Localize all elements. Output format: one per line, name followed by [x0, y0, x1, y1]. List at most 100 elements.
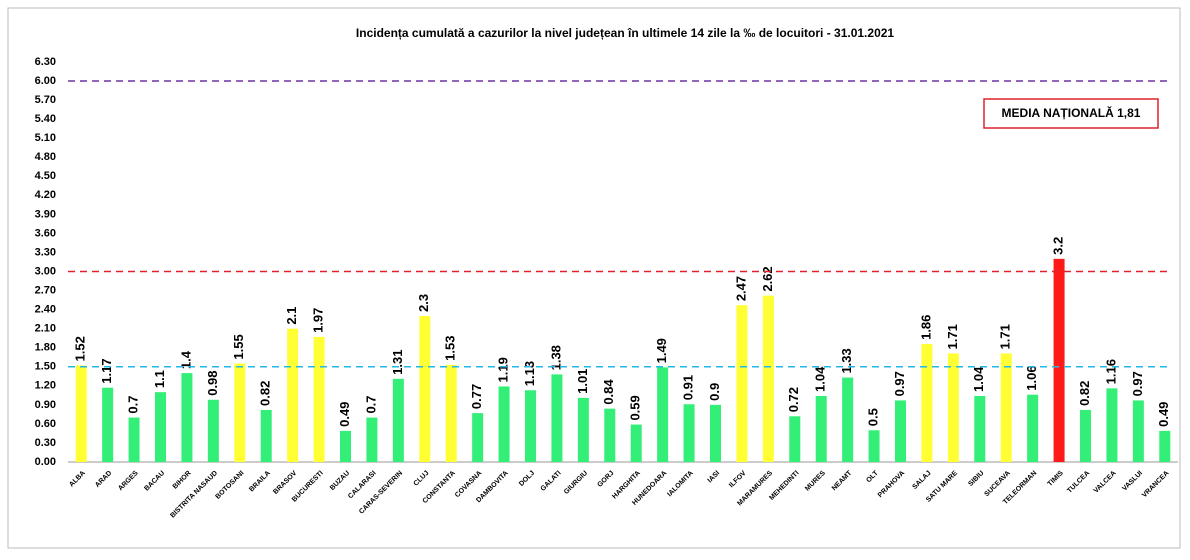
y-tick-label: 1.50: [35, 361, 56, 373]
bar: [1053, 258, 1065, 462]
bar: [472, 413, 484, 462]
bar: [128, 417, 140, 462]
bar: [577, 397, 589, 462]
value-label: 0.82: [258, 381, 273, 406]
bar: [815, 395, 827, 462]
value-label: 0.7: [363, 395, 378, 413]
annotation: MEDIA NAȚIONALĂ 1,81: [1002, 105, 1141, 120]
y-tick-label: 0.60: [35, 418, 56, 430]
bar: [1159, 430, 1171, 462]
y-tick-label: 1.20: [35, 380, 56, 392]
value-label: 1.19: [496, 357, 511, 382]
value-label: 0.98: [205, 370, 220, 395]
bar: [974, 395, 986, 462]
y-tick-label: 6.00: [35, 75, 56, 87]
bar: [736, 305, 748, 462]
y-tick-label: 5.70: [35, 94, 56, 106]
bar: [366, 417, 378, 462]
bar: [155, 392, 166, 462]
y-tick-label: 6.30: [35, 56, 56, 68]
value-label: 0.59: [628, 395, 643, 420]
chart-frame: [7, 7, 1181, 549]
value-label: 1.06: [1024, 365, 1039, 390]
value-label: 1.4: [178, 350, 193, 369]
y-tick-label: 4.20: [35, 189, 56, 201]
value-label: 1.86: [918, 315, 933, 340]
value-label: 1.13: [522, 361, 537, 386]
value-label: 1.55: [231, 334, 246, 359]
value-label: 0.9: [707, 383, 722, 401]
y-tick-label: 0.30: [35, 437, 56, 449]
value-label: 1.97: [311, 308, 326, 333]
value-label: 1.53: [443, 336, 458, 361]
bar: [895, 400, 906, 462]
value-label: 0.84: [601, 379, 616, 405]
chart-title: Incidența cumulată a cazurilor la nivel …: [356, 26, 895, 40]
value-label: 1.04: [813, 366, 828, 392]
annotation-box: [983, 98, 1159, 129]
value-label: 2.62: [760, 266, 775, 291]
bar: [181, 373, 193, 462]
value-label: 0.77: [469, 384, 484, 409]
value-label: 0.82: [1077, 381, 1092, 406]
value-label: 0.91: [681, 375, 696, 400]
bar: [947, 353, 959, 462]
value-label: 1.1: [152, 370, 167, 388]
bar: [1027, 394, 1039, 462]
bar: [921, 343, 933, 462]
bar: [419, 315, 431, 462]
bar: [762, 295, 774, 462]
bar: [525, 390, 536, 462]
value-label: 1.17: [99, 358, 114, 383]
value-label: 0.97: [892, 371, 907, 396]
y-tick-label: 3.00: [35, 265, 56, 277]
bar: [1080, 409, 1091, 462]
value-label: 1.71: [998, 324, 1013, 349]
value-label: 1.52: [73, 336, 88, 361]
bar: [683, 404, 695, 462]
bar: [392, 378, 404, 462]
value-label: 1.31: [390, 350, 405, 375]
y-tick-label: 5.10: [35, 132, 56, 144]
y-tick-label: 5.40: [35, 113, 56, 125]
bar: [234, 363, 246, 462]
bar: [710, 404, 721, 462]
y-tick-label: 3.90: [35, 208, 56, 220]
bar: [313, 336, 325, 462]
y-tick-label: 0.90: [35, 399, 56, 411]
value-label: 1.04: [971, 366, 986, 392]
bar: [604, 408, 616, 462]
y-tick-label: 4.50: [35, 170, 56, 182]
y-tick-label: 1.80: [35, 342, 56, 354]
bar: [868, 430, 880, 462]
value-label: 0.49: [1156, 402, 1171, 427]
value-label: 0.7: [126, 395, 141, 413]
bar: [789, 416, 801, 462]
bar: [657, 367, 669, 462]
bar: [1132, 400, 1144, 462]
bar: [498, 386, 510, 462]
bar: [287, 328, 299, 462]
value-label: 1.01: [575, 369, 590, 394]
value-label: 1.33: [839, 348, 854, 373]
value-label: 1.71: [945, 324, 960, 349]
y-tick-label: 2.70: [35, 284, 56, 296]
value-label: 1.49: [654, 338, 669, 363]
bar: [75, 365, 87, 462]
value-label: 0.97: [1130, 371, 1145, 396]
bar: [842, 377, 854, 462]
bar: [1000, 353, 1012, 462]
value-label: 0.72: [786, 387, 801, 412]
value-label: 3.2: [1051, 237, 1066, 255]
bar: [445, 364, 457, 462]
y-tick-label: 0.00: [35, 456, 56, 468]
value-label: 1.38: [548, 345, 563, 370]
value-label: 0.5: [866, 408, 881, 426]
value-label: 2.1: [284, 307, 299, 325]
value-label: 2.3: [416, 294, 431, 312]
bar: [260, 409, 272, 462]
y-tick-label: 4.80: [35, 151, 56, 163]
y-tick-label: 3.60: [35, 227, 56, 239]
y-tick-label: 2.10: [35, 323, 56, 335]
